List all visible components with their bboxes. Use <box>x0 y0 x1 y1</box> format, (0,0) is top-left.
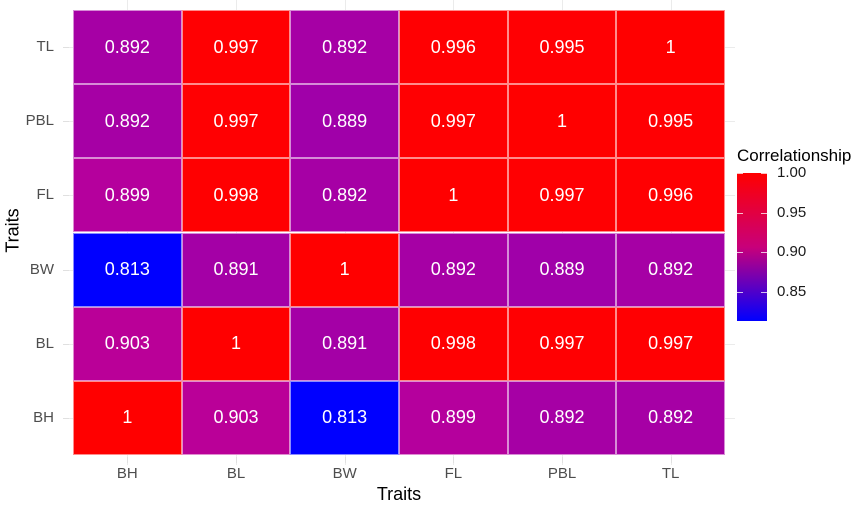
y-tick-label: PBL <box>25 112 54 130</box>
heatmap-cell: 1 <box>507 84 617 159</box>
legend-tick <box>761 173 767 174</box>
legend-title: Correlationship <box>737 146 852 165</box>
heatmap-cell: 0.813 <box>290 380 399 455</box>
heatmap-cell: 0.892 <box>73 84 182 159</box>
heatmap-cell: 1 <box>181 306 291 381</box>
heatmap-cell: 0.998 <box>399 306 508 381</box>
heatmap-cell: 0.892 <box>507 380 617 455</box>
heatmap-cell: 0.997 <box>181 84 291 159</box>
legend-tick <box>737 252 743 254</box>
heatmap-cell: 0.892 <box>616 232 725 307</box>
heatmap-cell: 0.813 <box>73 232 182 307</box>
x-tick-mark <box>562 457 563 463</box>
heatmap-cell: 0.889 <box>290 84 399 159</box>
legend-tick <box>737 212 743 214</box>
heatmap-cell: 0.891 <box>290 306 399 381</box>
heatmap-cell: 0.891 <box>181 232 291 307</box>
heatmap-cell: 0.899 <box>399 380 508 455</box>
y-tick-mark <box>63 343 69 345</box>
heatmap-cell: 0.997 <box>507 158 617 233</box>
heatmap-cell: 0.997 <box>181 10 291 85</box>
heatmap-cell: 0.997 <box>507 306 617 381</box>
x-tick-label: BW <box>332 465 357 482</box>
y-tick-label: BH <box>33 408 54 426</box>
heatmap-cell: 1 <box>290 232 399 307</box>
legend-tick <box>737 173 743 174</box>
heatmap-cell: 0.892 <box>399 232 508 307</box>
y-tick-label: BW <box>29 260 54 278</box>
heatmap-cell: 0.997 <box>616 306 725 381</box>
heatmap-cell: 0.899 <box>73 158 182 233</box>
x-tick-label: FL <box>444 465 463 482</box>
heatmap-cell: 0.995 <box>616 84 725 159</box>
y-axis-title: Traits <box>2 208 23 253</box>
x-tick-label: TL <box>661 465 680 482</box>
heatmap-cell: 1 <box>616 10 725 85</box>
legend-tick <box>761 291 767 293</box>
legend-tick <box>761 252 767 254</box>
legend-label: 0.90 <box>777 243 807 261</box>
y-tick-mark <box>63 121 69 123</box>
x-tick-mark <box>344 457 346 463</box>
legend-label: 0.95 <box>777 203 807 221</box>
heatmap-cell: 0.903 <box>181 380 291 455</box>
x-tick-mark <box>670 457 672 463</box>
x-tick-mark <box>236 457 237 463</box>
heatmap-cell: 1 <box>73 380 182 455</box>
heatmap-cell: 0.903 <box>73 306 182 381</box>
legend-label: 0.85 <box>777 282 807 300</box>
heatmap-cell: 0.996 <box>399 10 508 85</box>
heatmap-cell: 0.892 <box>290 158 399 233</box>
x-tick-mark <box>127 457 129 463</box>
y-tick-label: BL <box>35 334 54 352</box>
x-tick-mark <box>453 457 455 463</box>
legend-colorbar <box>737 173 767 321</box>
y-tick-mark <box>63 417 69 419</box>
x-tick-label: BH <box>116 465 138 482</box>
heatmap-cell: 0.996 <box>616 158 725 233</box>
heatmap-cell: 0.892 <box>290 10 399 85</box>
x-axis-title: Traits <box>376 484 422 504</box>
heatmap-cell: 0.995 <box>507 10 617 85</box>
y-tick-label: FL <box>36 186 54 204</box>
heatmap-cell: 0.892 <box>73 10 182 85</box>
x-tick-label: PBL <box>547 465 577 482</box>
heatmap-cell: 0.998 <box>181 158 291 233</box>
y-tick-mark <box>63 269 69 271</box>
y-tick-mark <box>63 195 69 197</box>
heatmap-cell: 0.892 <box>616 380 725 455</box>
x-tick-label: BL <box>226 465 246 482</box>
heatmap-cell: 0.997 <box>399 84 508 159</box>
y-tick-mark <box>63 47 69 49</box>
legend-tick <box>737 291 743 293</box>
heatmap-cell: 0.889 <box>507 232 617 307</box>
legend-label: 1.00 <box>777 164 807 181</box>
heatmap-cell: 1 <box>399 158 508 233</box>
legend-tick <box>761 212 767 214</box>
y-tick-label: TL <box>36 38 54 56</box>
